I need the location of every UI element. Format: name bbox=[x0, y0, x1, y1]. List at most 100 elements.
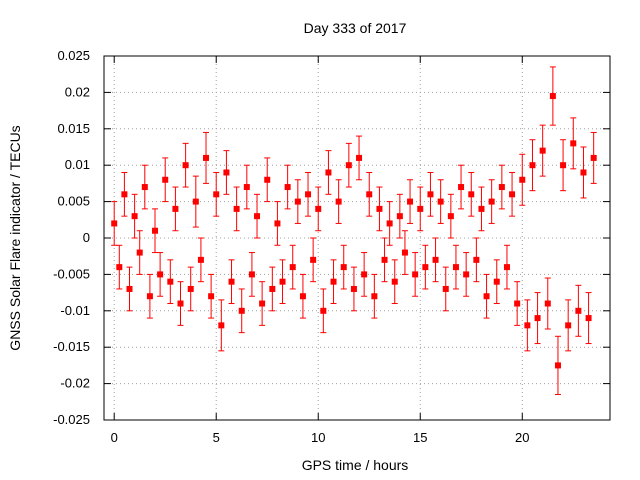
y-tick-label: 0.02 bbox=[65, 84, 90, 99]
data-point bbox=[437, 198, 444, 205]
y-tick-label: 0.01 bbox=[65, 157, 90, 172]
data-point bbox=[233, 205, 240, 212]
y-tick-label: 0.015 bbox=[57, 121, 90, 136]
data-point bbox=[345, 162, 352, 169]
y-axis-label: GNSS Solar Flare indicator / TECUs bbox=[7, 125, 23, 350]
y-tick-label: -0.01 bbox=[60, 303, 90, 318]
data-point bbox=[529, 162, 536, 169]
data-point bbox=[162, 176, 169, 183]
data-point bbox=[248, 271, 255, 278]
data-point bbox=[274, 220, 281, 227]
y-tick-label: -0.02 bbox=[60, 376, 90, 391]
data-point bbox=[223, 169, 230, 176]
x-tick-labels: 0 5 10 15 20 bbox=[111, 430, 530, 445]
data-point bbox=[458, 184, 465, 191]
data-point bbox=[412, 271, 419, 278]
chart-title: Day 333 of 2017 bbox=[304, 20, 407, 36]
data-point bbox=[447, 213, 454, 220]
data-point bbox=[544, 300, 551, 307]
data-point bbox=[539, 147, 546, 154]
data-point bbox=[228, 278, 235, 285]
y-tick-label: 0 bbox=[83, 230, 90, 245]
data-point bbox=[218, 322, 225, 329]
data-point bbox=[136, 249, 143, 256]
data-point bbox=[111, 220, 118, 227]
y-tick-label: 0.025 bbox=[57, 48, 90, 63]
data-point bbox=[305, 191, 312, 198]
x-axis-label: GPS time / hours bbox=[302, 457, 409, 473]
data-point bbox=[350, 285, 357, 292]
data-point bbox=[131, 213, 138, 220]
data-point bbox=[442, 285, 449, 292]
x-tick-label: 0 bbox=[111, 430, 118, 445]
data-point bbox=[152, 227, 159, 234]
y-tick-labels: -0.025 -0.02 -0.015 -0.01 -0.005 0 0.005 0.01 0.… bbox=[53, 48, 90, 427]
data-point bbox=[299, 293, 306, 300]
data-point bbox=[386, 220, 393, 227]
data-point bbox=[483, 293, 490, 300]
data-point bbox=[575, 307, 582, 314]
data-point bbox=[432, 256, 439, 263]
data-point bbox=[554, 362, 561, 369]
plot-frame bbox=[103, 55, 611, 421]
data-point bbox=[580, 169, 587, 176]
data-point bbox=[391, 278, 398, 285]
data-point bbox=[203, 154, 210, 161]
data-point bbox=[361, 271, 368, 278]
data-point bbox=[238, 307, 245, 314]
data-point bbox=[488, 198, 495, 205]
data-point bbox=[503, 264, 510, 271]
data-point bbox=[187, 285, 194, 292]
y-tick-label: 0.005 bbox=[57, 194, 90, 209]
data-point bbox=[116, 264, 123, 271]
x-tick-label: 20 bbox=[515, 430, 529, 445]
data-point bbox=[560, 162, 567, 169]
y-tick-label: -0.015 bbox=[53, 339, 90, 354]
data-point bbox=[371, 293, 378, 300]
data-point bbox=[565, 322, 572, 329]
data-point bbox=[167, 278, 174, 285]
data-point bbox=[381, 256, 388, 263]
data-point bbox=[417, 205, 424, 212]
x-tick-label: 10 bbox=[311, 430, 325, 445]
data-point bbox=[534, 315, 541, 322]
data-series bbox=[111, 66, 597, 396]
data-point bbox=[121, 191, 128, 198]
data-point bbox=[519, 176, 526, 183]
data-point bbox=[320, 307, 327, 314]
data-point bbox=[376, 205, 383, 212]
data-point bbox=[396, 213, 403, 220]
data-point bbox=[157, 271, 164, 278]
data-point bbox=[463, 271, 470, 278]
data-point bbox=[177, 300, 184, 307]
data-point bbox=[524, 322, 531, 329]
data-point bbox=[330, 278, 337, 285]
data-point bbox=[493, 278, 500, 285]
data-point bbox=[284, 184, 291, 191]
data-point bbox=[208, 293, 215, 300]
data-point bbox=[172, 205, 179, 212]
data-point bbox=[585, 315, 592, 322]
x-tick-label: 15 bbox=[413, 430, 427, 445]
data-point bbox=[590, 154, 597, 161]
data-point bbox=[182, 162, 189, 169]
data-point bbox=[356, 154, 363, 161]
data-point bbox=[310, 256, 317, 263]
y-tick-label: -0.005 bbox=[53, 266, 90, 281]
data-point bbox=[570, 140, 577, 147]
data-point bbox=[325, 169, 332, 176]
data-point bbox=[197, 256, 204, 263]
data-point bbox=[340, 264, 347, 271]
data-point bbox=[514, 300, 521, 307]
data-point bbox=[213, 191, 220, 198]
data-point bbox=[366, 191, 373, 198]
x-tick-label: 5 bbox=[213, 430, 220, 445]
data-point bbox=[407, 198, 414, 205]
data-point bbox=[335, 198, 342, 205]
data-point bbox=[468, 191, 475, 198]
data-point bbox=[473, 256, 480, 263]
data-point bbox=[269, 285, 276, 292]
data-point bbox=[264, 176, 271, 183]
data-point bbox=[401, 249, 408, 256]
